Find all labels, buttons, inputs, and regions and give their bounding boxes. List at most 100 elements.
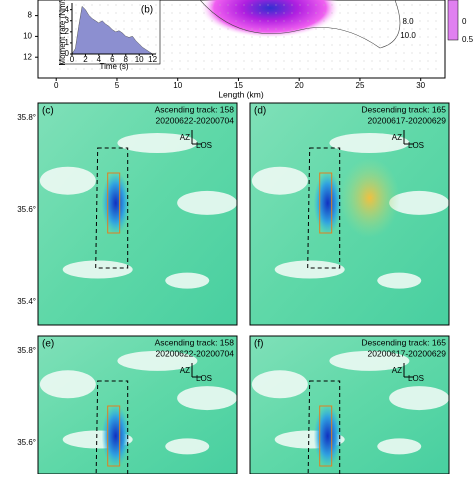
grid-dot xyxy=(411,68,413,70)
grid-dot xyxy=(179,12,181,14)
grid-dot xyxy=(395,44,397,46)
grid-dot xyxy=(323,68,325,70)
grid-dot xyxy=(219,12,221,14)
grid-dot xyxy=(307,28,309,30)
grid-dot xyxy=(107,68,109,70)
grid-dot xyxy=(251,68,253,70)
grid-dot xyxy=(339,44,341,46)
grid-dot xyxy=(411,44,413,46)
grid-dot xyxy=(275,4,277,6)
grid-dot xyxy=(195,28,197,30)
grid-dot xyxy=(355,52,357,54)
panel-label: (e) xyxy=(42,339,54,350)
grid-dot xyxy=(363,60,365,62)
grid-dot xyxy=(427,28,429,30)
grid-dot xyxy=(371,60,373,62)
deformation-lobe xyxy=(101,404,130,468)
moment-rate-area xyxy=(71,5,154,55)
grid-dot xyxy=(331,36,333,38)
y-tick-label: 8 xyxy=(28,11,33,20)
grid-dot xyxy=(155,60,157,62)
grid-dot xyxy=(171,44,173,46)
lat-label: 35.8° xyxy=(17,346,36,355)
grid-dot xyxy=(171,28,173,30)
grid-dot xyxy=(275,28,277,30)
los-label: LOS xyxy=(408,374,424,383)
snow-patch xyxy=(329,132,410,153)
grid-dot xyxy=(283,60,285,62)
track-label: Ascending track: 158 xyxy=(155,104,235,114)
snow-patch xyxy=(329,350,410,371)
grid-dot xyxy=(59,36,61,38)
panel-label: (b) xyxy=(141,5,153,16)
grid-dot xyxy=(99,20,101,22)
grid-dot xyxy=(299,20,301,22)
track-label: Descending track: 165 xyxy=(361,104,446,114)
colorbar-tick-label: 0.5 xyxy=(462,35,474,44)
grid-dot xyxy=(219,52,221,54)
grid-dot xyxy=(427,44,429,46)
grid-dot xyxy=(419,52,421,54)
grid-dot xyxy=(275,12,277,14)
grid-dot xyxy=(147,12,149,14)
grid-dot xyxy=(179,28,181,30)
panel-label: (c) xyxy=(42,106,54,117)
grid-dot xyxy=(291,68,293,70)
grid-dot xyxy=(227,60,229,62)
grid-dot xyxy=(371,52,373,54)
grid-dot xyxy=(139,60,141,62)
grid-dot xyxy=(427,36,429,38)
x-tick-label: 6 xyxy=(110,55,115,64)
grid-dot xyxy=(427,20,429,22)
grid-dot xyxy=(211,68,213,70)
x-tick-label: 30 xyxy=(416,81,425,90)
grid-dot xyxy=(315,36,317,38)
grid-dot xyxy=(123,60,125,62)
grid-dot xyxy=(147,4,149,6)
grid-dot xyxy=(355,28,357,30)
grid-dot xyxy=(259,68,261,70)
grid-dot xyxy=(363,4,365,6)
snow-patch xyxy=(377,438,422,455)
grid-dot xyxy=(123,20,125,22)
grid-dot xyxy=(203,12,205,14)
grid-dot xyxy=(299,12,301,14)
snow-patch xyxy=(377,272,422,289)
grid-dot xyxy=(299,68,301,70)
grid-dot xyxy=(331,68,333,70)
y-tick-label: 1 xyxy=(65,38,70,47)
grid-dot xyxy=(371,12,373,14)
grid-dot xyxy=(139,12,141,14)
grid-dot xyxy=(395,12,397,14)
grid-dot xyxy=(307,52,309,54)
grid-dot xyxy=(243,4,245,6)
grid-dot xyxy=(259,60,261,62)
grid-dot xyxy=(195,12,197,14)
grid-dot xyxy=(403,28,405,30)
grid-dot xyxy=(67,28,69,30)
grid-dot xyxy=(163,52,165,54)
grid-dot xyxy=(307,4,309,6)
grid-dot xyxy=(291,28,293,30)
lat-label: 35.4° xyxy=(17,297,36,306)
grid-dot xyxy=(291,60,293,62)
grid-dot xyxy=(355,20,357,22)
grid-dot xyxy=(283,28,285,30)
grid-dot xyxy=(347,20,349,22)
grid-dot xyxy=(363,12,365,14)
grid-dot xyxy=(315,12,317,14)
y-tick-label: 12 xyxy=(23,52,32,61)
grid-dot xyxy=(323,4,325,6)
grid-dot xyxy=(251,60,253,62)
grid-dot xyxy=(59,44,61,46)
date-label: 20200622-20200704 xyxy=(156,348,235,358)
grid-dot xyxy=(387,20,389,22)
grid-dot xyxy=(283,20,285,22)
slip-box xyxy=(319,405,333,467)
slip-patch xyxy=(200,0,340,38)
grid-dot xyxy=(131,68,133,70)
map-panel: (e) Ascending track: 15820200622-20200704… xyxy=(17,335,238,479)
grid-dot xyxy=(435,12,437,14)
grid-dot xyxy=(323,44,325,46)
grid-dot xyxy=(267,4,269,6)
